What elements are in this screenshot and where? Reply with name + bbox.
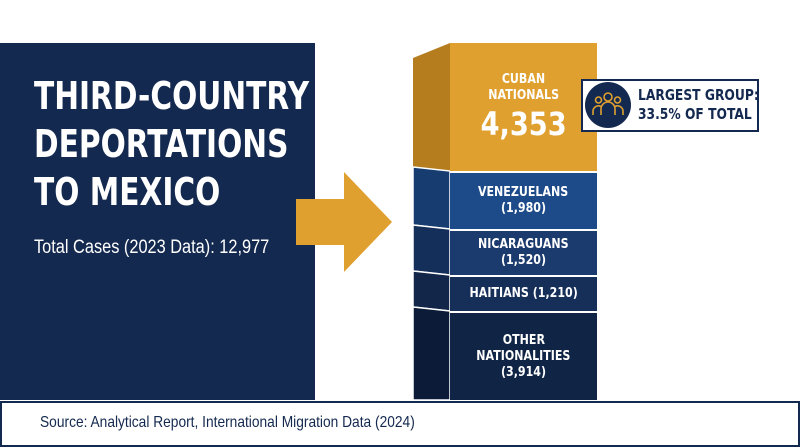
bar-segment-2: VENEZUELANS (1,980) bbox=[450, 171, 597, 229]
segment-value: 4,353 bbox=[480, 105, 567, 143]
bar-segment-4: HAITIANS (1,210) bbox=[450, 275, 597, 311]
segment-name-line: NATIONALS bbox=[488, 88, 559, 103]
prism-side-4 bbox=[413, 270, 451, 312]
prism-side-5 bbox=[413, 306, 451, 400]
title-line-3: TO MEXICO bbox=[34, 170, 221, 214]
arrow-right-icon bbox=[296, 172, 392, 272]
source-footer bbox=[0, 401, 800, 447]
stack-prism-side bbox=[413, 43, 451, 400]
segment-value: (1,980) bbox=[500, 201, 547, 216]
segment-name-line: OTHER bbox=[502, 332, 545, 348]
segment-name: VENEZUELANS bbox=[478, 185, 569, 200]
source-text: Source: Analytical Report, International… bbox=[40, 414, 415, 431]
callout-line-2: 33.5% OF TOTAL bbox=[638, 105, 752, 123]
title-panel bbox=[0, 43, 315, 400]
largest-group-text: LARGEST GROUP: 33.5% OF TOTAL bbox=[638, 86, 759, 124]
prism-side-1 bbox=[413, 43, 450, 171]
people-group-icon bbox=[585, 82, 631, 128]
total-cases-value: 12,977 bbox=[219, 237, 270, 258]
segment-name: HAITIANS (1,210) bbox=[469, 286, 578, 301]
segment-name-line: CUBAN bbox=[501, 72, 546, 87]
title-line-1: THIRD-COUNTRY bbox=[34, 74, 310, 118]
page-title: THIRD-COUNTRY DEPORTATIONS TO MEXICO bbox=[34, 72, 309, 216]
stacked-bar: CUBAN NATIONALS 4,353 VENEZUELANS (1,980) NIC… bbox=[450, 43, 597, 400]
segment-value: (1,520) bbox=[500, 253, 547, 268]
segment-value: (3,914) bbox=[500, 364, 547, 380]
prism-side-2 bbox=[413, 166, 451, 230]
title-line-2: DEPORTATIONS bbox=[34, 122, 289, 166]
segment-name-line: NATIONALITIES bbox=[476, 348, 571, 364]
segment-name: NICARAGUANS bbox=[478, 237, 569, 252]
prism-side-3 bbox=[413, 224, 451, 276]
callout-line-1: LARGEST GROUP: bbox=[638, 86, 759, 104]
bar-segment-1: CUBAN NATIONALS 4,353 bbox=[450, 43, 597, 171]
bar-segment-3: NICARAGUANS (1,520) bbox=[450, 229, 597, 275]
total-cases-label: Total Cases (2023 Data): bbox=[34, 237, 215, 258]
bar-segment-5: OTHER NATIONALITIES (3,914) bbox=[450, 311, 597, 400]
total-cases: Total Cases (2023 Data): 12,977 bbox=[34, 237, 269, 259]
